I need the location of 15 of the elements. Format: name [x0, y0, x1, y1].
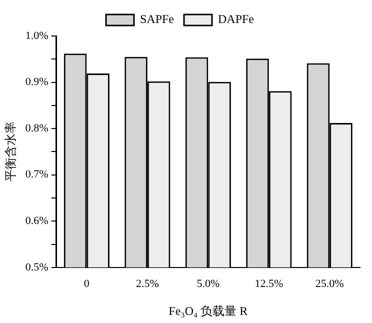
- y-tick-label: 1.0%: [25, 30, 48, 42]
- y-tick-label: 0.8%: [25, 122, 48, 134]
- legend-label: SAPFe: [140, 12, 174, 26]
- x-tick-label: 2.5%: [136, 278, 159, 290]
- x-tick-label: 12.5%: [254, 278, 284, 290]
- x-axis-title: Fe₃O₄ 负载量 R: [168, 304, 248, 318]
- x-tick-label: 25.0%: [315, 278, 344, 290]
- x-tick-label: 5.0%: [196, 278, 220, 290]
- x-tick-label: 0: [84, 278, 90, 290]
- y-tick-label: 0.7%: [25, 168, 48, 181]
- y-tick-label: 0.9%: [25, 76, 48, 88]
- legend-label: DAPFe: [218, 12, 254, 26]
- y-tick-label: 0.5%: [25, 261, 48, 274]
- y-axis-title: 平衡含水率: [3, 122, 18, 182]
- y-tick-label: 0.6%: [25, 215, 48, 228]
